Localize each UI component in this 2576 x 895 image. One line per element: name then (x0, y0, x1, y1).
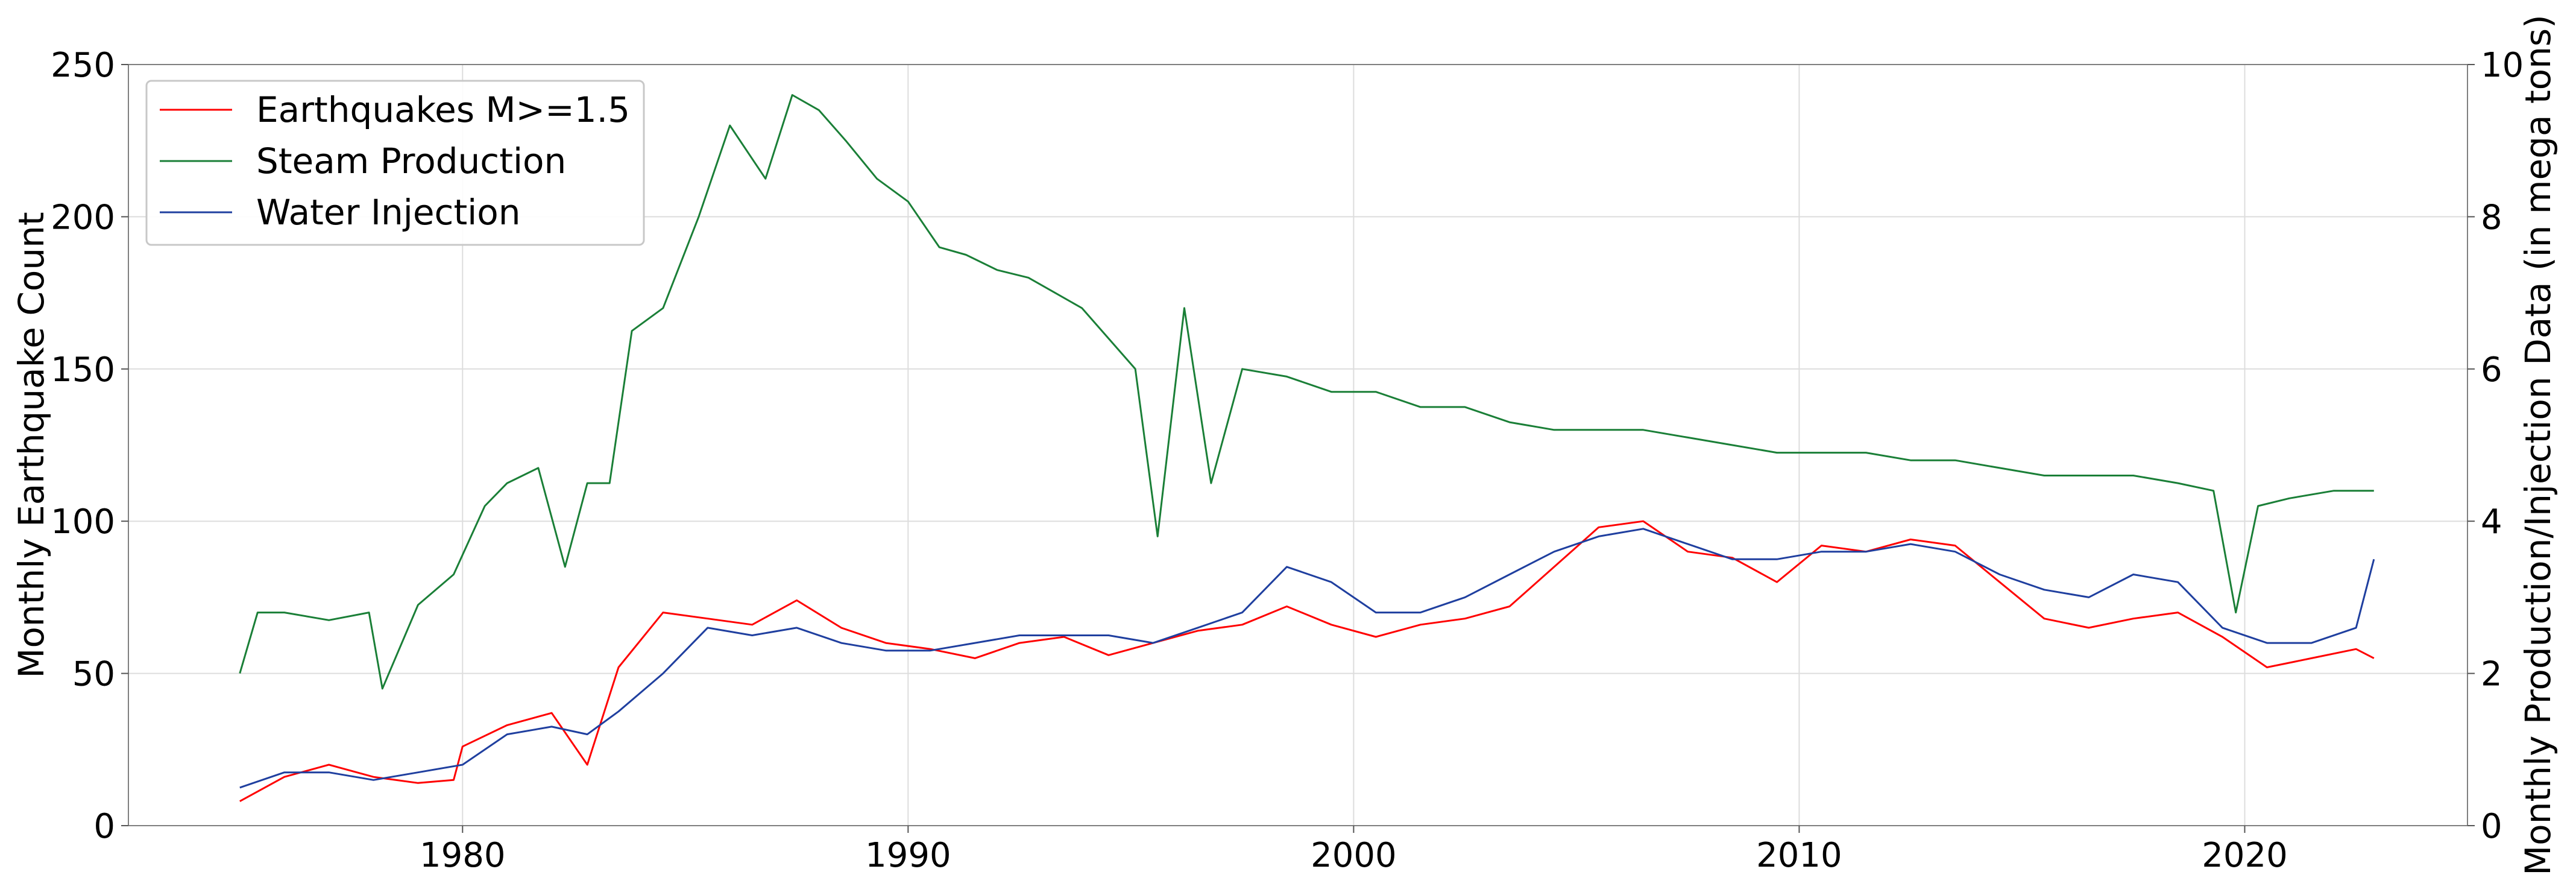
legend: Earthquakes M>=1.5 Steam Production Wate… (145, 80, 645, 246)
legend-label-water: Water Injection (256, 192, 521, 233)
legend-label-earthquakes: Earthquakes M>=1.5 (256, 89, 630, 130)
legend-frame (145, 80, 645, 246)
y-tick-label-left: 200 (51, 198, 115, 237)
series-layer (239, 94, 2375, 802)
plot-area (128, 64, 2468, 826)
series-line-earthquakes-m-1-5 (239, 520, 2375, 802)
x-tick-label: 2000 (1311, 836, 1397, 875)
x-tick-label: 2010 (1756, 836, 1842, 875)
y-tick-label-right: 8 (2481, 198, 2502, 237)
tick-layer: 1980 1990 2000 2010 2020 0 50 100 150 200 250 0 2 4 6 8… (51, 46, 2524, 875)
legend-label-steam: Steam Production (256, 141, 566, 182)
y-tick-label-left: 250 (51, 46, 115, 85)
x-tick-label: 1980 (420, 836, 506, 875)
y-tick-label-right: 4 (2481, 502, 2502, 542)
x-tick-label: 2020 (2202, 836, 2288, 875)
y-tick-label-left: 100 (51, 502, 115, 542)
y-tick-label-right: 6 (2481, 350, 2502, 390)
series-line-water-injection (239, 528, 2375, 789)
y-axis-label-right: Monthly Production/Injection Data (in me… (2518, 14, 2559, 876)
y-tick-label-left: 0 (93, 807, 115, 846)
y-tick-label-left: 150 (51, 350, 115, 390)
series-line-steam-production (239, 94, 2374, 690)
y-tick-label-right: 10 (2481, 46, 2524, 85)
y-tick-label-right: 2 (2481, 655, 2502, 694)
y-tick-label-left: 50 (72, 655, 115, 694)
y-tick-label-right: 0 (2481, 807, 2502, 846)
y-axis-label-left: Monthly Earthquake Count (11, 212, 52, 678)
x-tick-label: 1990 (865, 836, 951, 875)
